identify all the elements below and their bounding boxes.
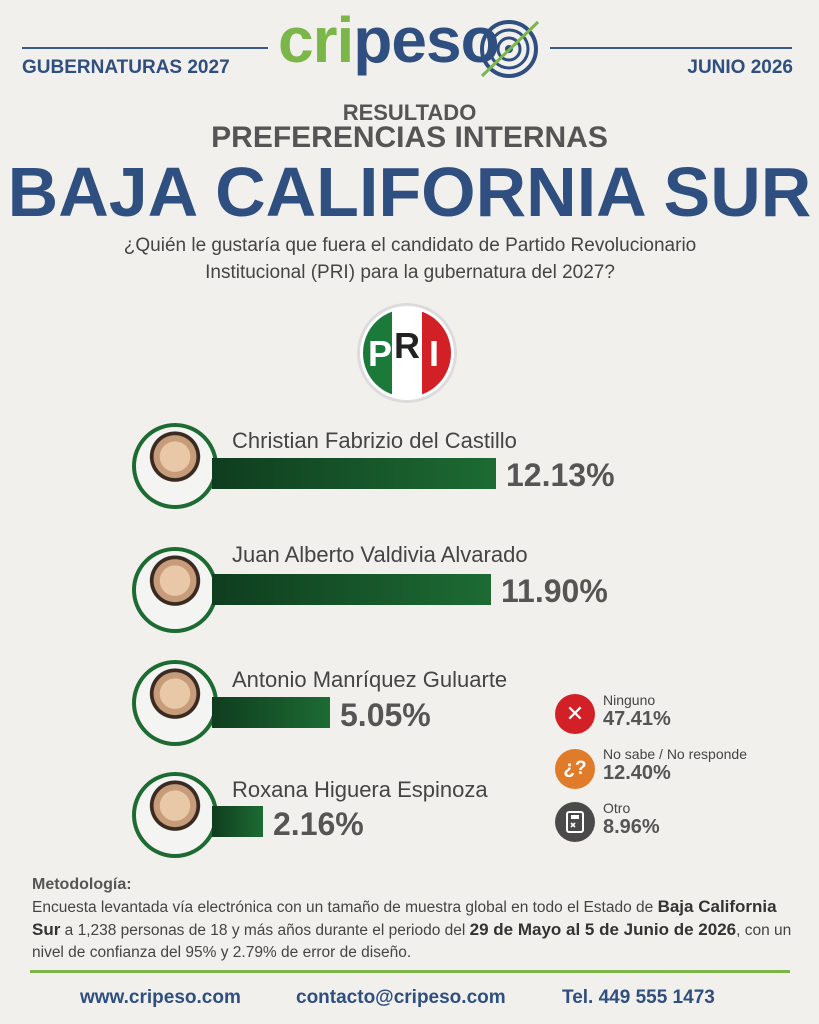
candidate-percent: 11.90% (501, 573, 608, 609)
candidate-percent: 5.05% (340, 697, 431, 733)
other-value-nosabe: 12.40% (603, 762, 671, 784)
x-icon: ✕ (555, 694, 595, 734)
candidate-photo (132, 660, 218, 746)
candidate-bar (212, 806, 263, 837)
other-label-nosabe: No sabe / No responde (603, 746, 747, 762)
ballot-icon (555, 802, 595, 842)
result-kicker: RESULTADO (342, 100, 477, 125)
pri-logo-icon: P R I (357, 303, 457, 403)
pri-letter-r: R (394, 325, 420, 366)
pri-letter-i: I (429, 333, 439, 374)
website-link[interactable]: www.cripeso.com (80, 987, 241, 1008)
candidate-percent: 12.13% (506, 457, 615, 493)
methodology-heading: Metodología: (32, 876, 132, 893)
pri-letter-p: P (368, 333, 392, 374)
other-value-ninguno: 47.41% (603, 708, 671, 730)
election-label: GUBERNATURAS 2027 (22, 57, 230, 78)
header-rule-right (550, 47, 792, 49)
question-icon: ¿? (555, 749, 595, 789)
candidate-bar (212, 697, 330, 728)
subtitle: PREFERENCIAS INTERNAS (211, 121, 608, 154)
survey-question: ¿Quién le gustaría que fuera el candidat… (123, 235, 697, 283)
candidate-name: Roxana Higuera Espinoza (232, 777, 488, 802)
footer-divider (30, 970, 790, 973)
other-label-otro: Otro (603, 800, 631, 816)
cripeso-logo: cripeso (278, 4, 500, 76)
phone-number[interactable]: Tel. 449 555 1473 (562, 987, 715, 1008)
target-logo-icon (480, 20, 540, 78)
candidate-name: Antonio Manríquez Guluarte (232, 667, 508, 692)
email-link[interactable]: contacto@cripeso.com (296, 987, 506, 1008)
candidate-bar (212, 574, 491, 605)
candidate-photo (132, 547, 218, 633)
date-label: JUNIO 2026 (687, 57, 793, 78)
candidate-photo (132, 772, 218, 858)
candidate-name: Christian Fabrizio del Castillo (232, 428, 517, 453)
other-value-otro: 8.96% (603, 816, 660, 838)
candidate-percent: 2.16% (273, 806, 364, 842)
methodology-text: Encuesta levantada vía electrónica con u… (32, 897, 792, 961)
candidate-photo (132, 423, 218, 509)
header-rule-left (22, 47, 268, 49)
other-label-ninguno: Ninguno (603, 692, 656, 708)
candidate-name: Juan Alberto Valdivia Alvarado (232, 542, 528, 567)
page-title: BAJA CALIFORNIA SUR (7, 153, 812, 231)
candidate-bar (212, 458, 496, 489)
